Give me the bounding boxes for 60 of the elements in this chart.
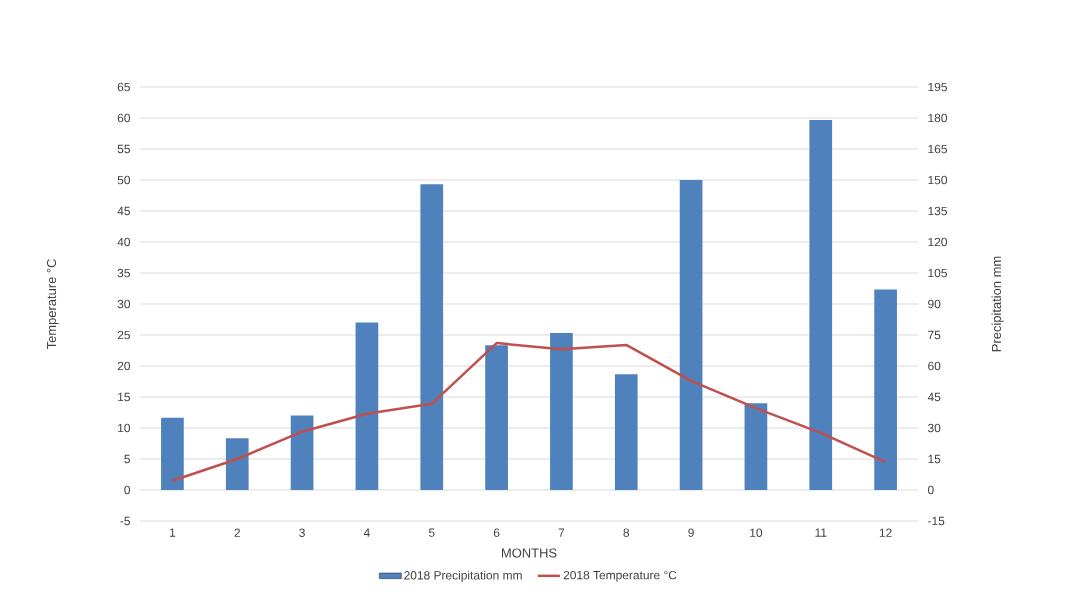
bar: [874, 289, 897, 490]
y2-tick-label: 180: [928, 113, 948, 123]
y2-tick-label: 30: [927, 423, 941, 433]
bar: [161, 417, 184, 490]
y2-tick-label: 150: [928, 175, 948, 185]
bar: [679, 180, 703, 490]
y2-tick-label: 0: [928, 485, 934, 495]
x-tick-label: 5: [428, 528, 435, 537]
y-tick-label: 25: [117, 330, 130, 340]
y-tick-label: 15: [118, 392, 130, 402]
y2-tick-label: 90: [928, 299, 941, 309]
y2-tick-label: 105: [928, 268, 947, 278]
y-axis-title: Temperature °C: [46, 259, 59, 350]
x-tick-label: 2: [234, 528, 240, 537]
bar: [614, 374, 638, 490]
x-tick-label: 4: [363, 528, 370, 537]
y2-tick-label: 60: [928, 361, 941, 371]
y2-tick-label: 135: [928, 206, 947, 216]
bar: [355, 322, 379, 490]
y-tick-label: 45: [117, 206, 130, 216]
y-tick-label: 10: [118, 423, 131, 433]
bar: [290, 415, 314, 490]
bar: [420, 184, 444, 490]
y-tick-label: 60: [117, 113, 131, 123]
y-tick-label: -5: [120, 516, 130, 526]
bar: [809, 120, 833, 490]
y2-tick-label: 195: [928, 82, 947, 92]
bar: [225, 438, 249, 490]
y-tick-label: 5: [124, 454, 130, 464]
y-tick-label: 0: [124, 485, 131, 495]
y2-axis-title: Precipitation mm: [991, 256, 1004, 352]
x-tick-label: 10: [750, 528, 763, 537]
x-tick-label: 11: [815, 528, 827, 537]
x-tick-label: 3: [299, 528, 305, 537]
y2-tick-label: 75: [928, 330, 941, 340]
bar: [744, 403, 768, 490]
y2-tick-label: 165: [928, 144, 947, 154]
x-tick-label: 12: [879, 528, 892, 537]
legend-label: 2018 Precipitation mm: [404, 570, 522, 582]
line-series: [171, 341, 887, 482]
x-tick-label: 9: [688, 528, 694, 537]
y-tick-label: 65: [117, 82, 130, 92]
bar: [485, 345, 508, 490]
x-axis-title: MONTHS: [502, 548, 557, 558]
y2-tick-label: 45: [927, 392, 941, 402]
y-tick-label: 50: [117, 175, 131, 185]
y2-tick-label: -15: [928, 516, 945, 526]
legend-label: 2018 Temperature °C: [563, 570, 677, 582]
x-tick-label: 1: [170, 528, 176, 537]
y-tick-label: 30: [117, 299, 131, 309]
x-tick-label: 8: [623, 528, 630, 537]
y-tick-label: 40: [117, 237, 131, 247]
x-tick-label: 6: [493, 528, 500, 537]
y-tick-label: 35: [117, 268, 130, 278]
y-tick-label: 20: [117, 361, 131, 371]
y2-tick-label: 120: [928, 237, 948, 247]
y2-tick-label: 15: [928, 454, 941, 464]
x-tick-label: 7: [558, 528, 565, 537]
bar: [550, 332, 573, 490]
y-tick-label: 55: [117, 144, 130, 154]
